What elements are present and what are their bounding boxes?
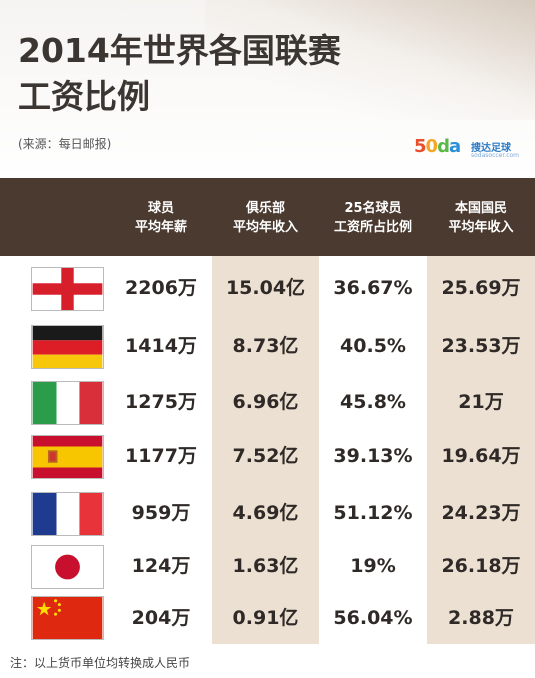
national-income-cell: 24.23万 — [441, 502, 521, 524]
table-row-france: 959万 4.69亿 51.12% 24.23万 — [0, 487, 535, 540]
spain-flag-icon — [31, 435, 104, 479]
table-header — [0, 178, 535, 256]
table-row-spain: 1177万 7.52亿 39.13% 19.64万 — [0, 430, 535, 483]
logo-digits: 50da — [414, 136, 461, 157]
wage-ratio-cell: 56.04% — [333, 607, 413, 629]
soda-logo: 50da 搜达足球 sodasoccer.com — [414, 136, 524, 164]
club-income-cell: 0.91亿 — [232, 607, 299, 629]
club-income-cell: 7.52亿 — [232, 445, 299, 467]
player-salary-cell: 124万 — [131, 555, 191, 577]
title-line-2: 工资比例 — [18, 77, 150, 116]
club-income-cell: 4.69亿 — [232, 502, 299, 524]
logo-subtext: sodasoccer.com — [471, 152, 520, 159]
player-salary-cell: 204万 — [131, 607, 191, 629]
germany-flag-icon — [31, 325, 104, 369]
player-salary-cell: 1275万 — [125, 391, 197, 413]
england-flag-icon — [31, 267, 104, 311]
national-income-cell: 21万 — [458, 391, 504, 413]
table-row-germany: 1414万 8.73亿 40.5% 23.53万 — [0, 320, 535, 373]
national-income-column-shade — [427, 256, 535, 644]
club-income-column-shade — [212, 256, 319, 644]
table-row-england: 2206万 15.04亿 36.67% 25.69万 — [0, 262, 535, 315]
wage-ratio-cell: 45.8% — [340, 391, 406, 413]
italy-flag-icon — [31, 381, 104, 425]
national-income-cell: 23.53万 — [441, 335, 521, 357]
national-income-cell: 19.64万 — [441, 445, 521, 467]
player-salary-cell: 959万 — [131, 502, 191, 524]
national-income-cell: 25.69万 — [441, 277, 521, 299]
column-header-player-salary: 球员 平均年薪 — [134, 201, 187, 235]
footnote: 注：以上货币单位均转换成人民币 — [10, 656, 191, 670]
japan-flag-icon — [31, 545, 104, 589]
club-income-cell: 15.04亿 — [225, 277, 306, 299]
wage-ratio-cell: 51.12% — [333, 502, 413, 524]
logo-name: 搜达足球 — [471, 143, 511, 154]
source-note: (来源：每日邮报) — [18, 137, 112, 151]
title-line-1: 2014年世界各国联赛 — [18, 31, 341, 70]
national-income-cell: 2.88万 — [448, 607, 514, 629]
table-row-italy: 1275万 6.96亿 45.8% 21万 — [0, 376, 535, 429]
club-income-cell: 8.73亿 — [232, 335, 299, 357]
column-header-wage-ratio: 25名球员 工资所占比例 — [333, 201, 412, 235]
page-title: 2014年世界各国联赛 工资比例 — [18, 28, 398, 120]
wage-ratio-cell: 39.13% — [333, 445, 413, 467]
player-salary-cell: 1414万 — [125, 335, 197, 357]
wage-ratio-cell: 19% — [350, 555, 396, 577]
wage-ratio-cell: 36.67% — [333, 277, 413, 299]
china-flag-icon — [31, 596, 104, 640]
table-row-japan: 124万 1.63亿 19% 26.18万 — [0, 540, 535, 593]
column-header-club-income: 俱乐部 平均年收入 — [232, 201, 298, 235]
column-header-national-income: 本国国民 平均年收入 — [448, 201, 514, 235]
player-salary-cell: 1177万 — [125, 445, 197, 467]
player-salary-cell: 2206万 — [125, 277, 197, 299]
club-income-cell: 1.63亿 — [232, 555, 299, 577]
france-flag-icon — [31, 492, 104, 536]
table-row-china: 204万 0.91亿 56.04% 2.88万 — [0, 592, 535, 645]
wage-ratio-cell: 40.5% — [340, 335, 406, 357]
club-income-cell: 6.96亿 — [232, 391, 299, 413]
national-income-cell: 26.18万 — [441, 555, 521, 577]
